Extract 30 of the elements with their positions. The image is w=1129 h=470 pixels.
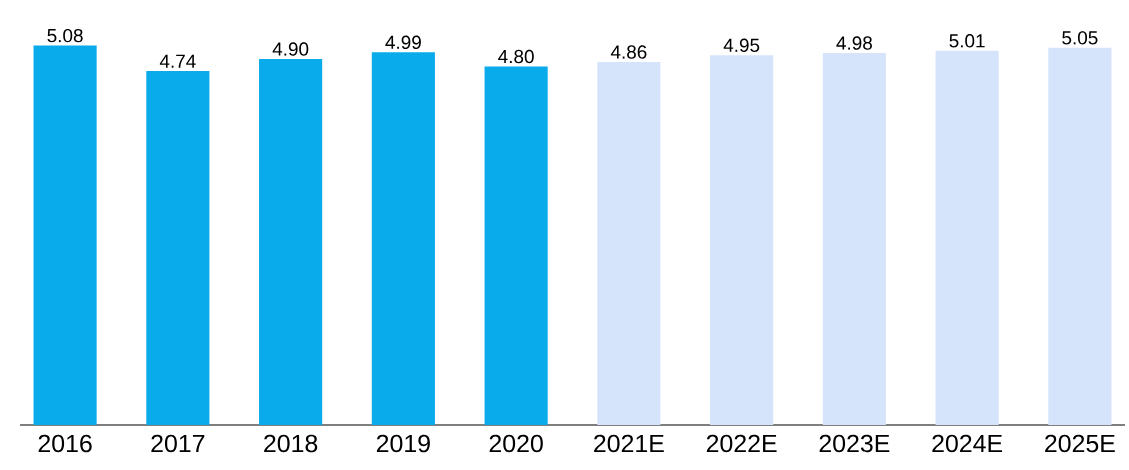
data-label: 5.01 <box>949 34 985 48</box>
x-tick-label: 2018 <box>264 434 318 453</box>
bar <box>33 45 97 425</box>
data-label: 4.95 <box>723 38 760 53</box>
x-tick-label: 2019 <box>376 434 430 453</box>
x-tick-label: 2022E <box>706 434 777 453</box>
data-label: 4.99 <box>385 35 421 50</box>
bar <box>935 50 999 425</box>
data-label: 4.80 <box>498 49 534 64</box>
x-tick-label: 2025E <box>1045 434 1115 453</box>
x-tick-label: 2021E <box>594 434 664 453</box>
x-tick-label: 2017 <box>151 434 205 453</box>
bar <box>371 52 435 425</box>
bar <box>484 66 548 425</box>
bar <box>259 58 323 425</box>
data-label: 5.05 <box>1062 31 1098 45</box>
data-label: 4.74 <box>159 54 196 68</box>
bar <box>822 52 886 425</box>
data-label: 4.98 <box>836 36 872 50</box>
data-label: 4.86 <box>610 45 647 59</box>
x-tick-label: 2016 <box>38 434 92 453</box>
data-label: 5.08 <box>47 28 83 43</box>
bar <box>597 61 661 425</box>
data-label: 4.90 <box>272 42 309 56</box>
bar <box>146 70 210 425</box>
x-tick-label: 2020 <box>489 434 543 453</box>
bar <box>1048 47 1112 425</box>
bar <box>710 55 774 425</box>
x-tick-label: 2024E <box>932 434 1003 453</box>
x-tick-label: 2023E <box>819 434 890 453</box>
